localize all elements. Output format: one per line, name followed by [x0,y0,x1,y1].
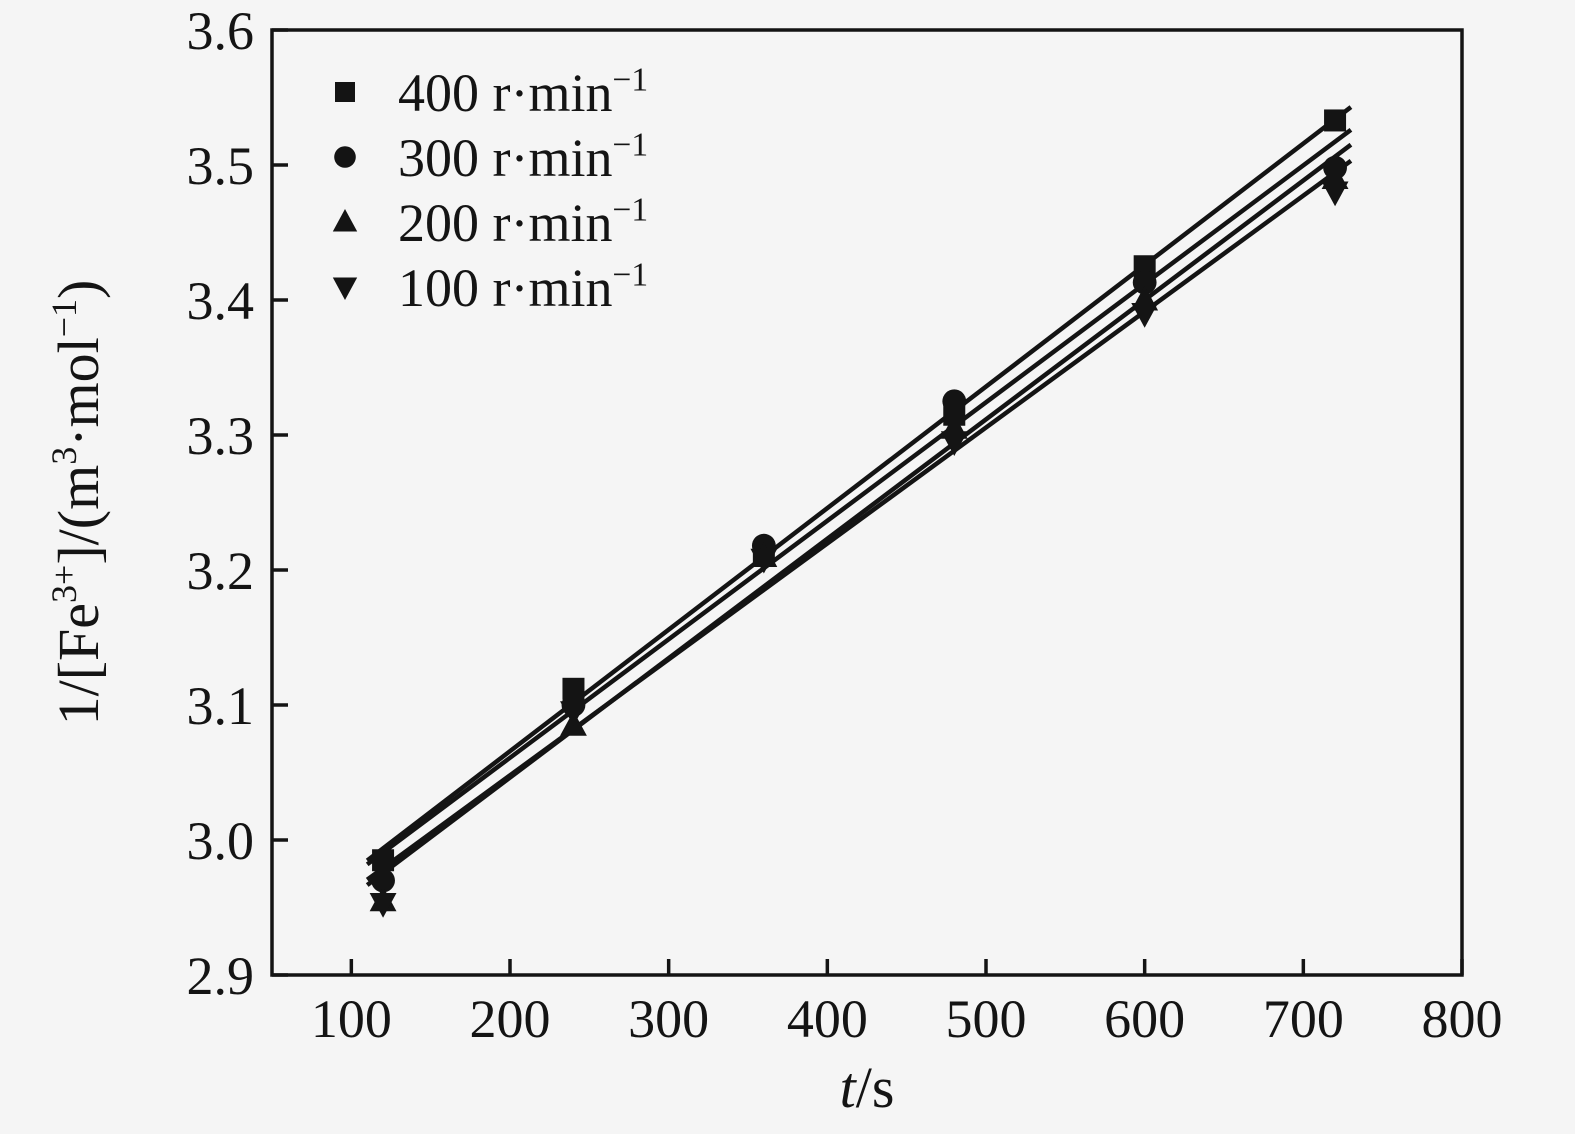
legend-item: 200 r·min−1 [332,192,648,254]
x-axis-tick-label: 200 [470,989,551,1049]
x-axis-tick-label: 100 [311,989,392,1049]
x-axis-tick-label: 500 [946,989,1027,1049]
legend-marker-triangle-up [332,209,358,232]
data-point-marker [371,868,395,893]
data-point-marker [562,677,585,700]
y-axis-tick-label: 3.5 [187,136,255,196]
plot-frame [270,28,1464,977]
y-axis-tick-label: 3.2 [187,541,255,601]
data-point-marker [1324,109,1347,132]
y-axis-tick-label: 3.4 [187,271,255,331]
data-point-marker [1321,181,1349,207]
legend-item: 400 r·min−1 [335,62,648,124]
legend-label: 400 r·min−1 [398,62,648,124]
y-axis-tick-label: 3.6 [187,1,255,61]
data-point-marker [942,389,967,414]
fit-line [365,105,1353,863]
legend-label: 300 r·min−1 [398,127,648,189]
y-axis-tick-label: 3.3 [187,406,255,466]
legend-item: 100 r·min−1 [332,257,648,319]
data-point-marker [750,548,778,574]
legend-label: 100 r·min−1 [398,257,648,319]
data-point-marker [560,701,587,727]
legend-label: 200 r·min−1 [398,192,648,254]
data-point-marker [372,849,395,872]
y-axis-tick-label: 3.1 [187,676,255,736]
legend-marker-triangle-down [332,277,358,300]
fit-line [365,128,1353,867]
x-axis-tick-label: 800 [1422,989,1503,1049]
x-axis-tick-label: 400 [787,989,868,1049]
x-axis-label: t/s [840,1055,895,1120]
data-point-marker [1131,303,1159,328]
data-point-marker [940,431,968,457]
fit-line [365,159,1353,882]
legend-item: 300 r·min−1 [334,127,648,189]
legend-marker-circle [334,146,356,168]
legend-marker-square [335,82,355,102]
y-axis-tick-label: 2.9 [187,946,255,1006]
data-point-marker [1132,270,1157,295]
y-axis-tick-label: 3.0 [187,811,255,871]
x-axis-tick-label: 700 [1263,989,1344,1049]
data-point-marker [369,893,397,918]
data-point-marker [1133,255,1156,278]
y-axis-label: 1/[Fe3+]/(m3·mol−1) [44,280,111,726]
x-axis-tick-label: 600 [1104,989,1185,1049]
x-axis-tick-label: 300 [628,989,709,1049]
